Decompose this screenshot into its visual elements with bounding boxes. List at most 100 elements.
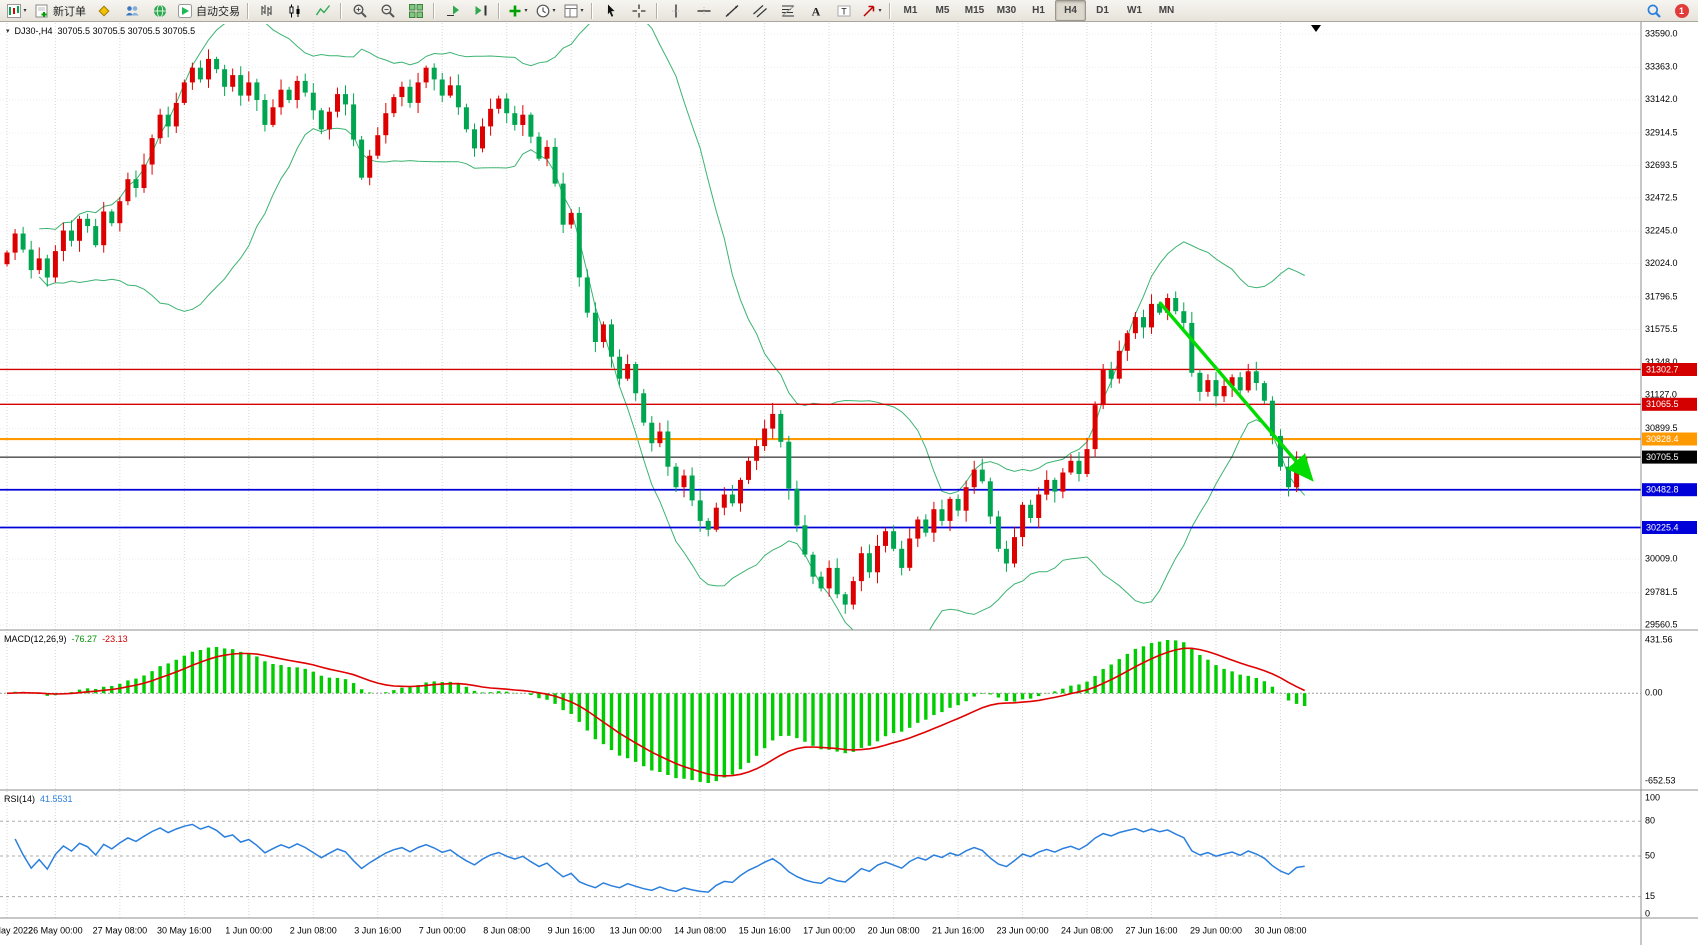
templates-icon xyxy=(563,3,579,19)
horizontal-line-button[interactable] xyxy=(690,0,717,21)
auto-scroll-button[interactable] xyxy=(439,0,466,21)
cursor-icon xyxy=(603,3,619,19)
notifications-button[interactable]: 1 xyxy=(1668,0,1695,21)
time-axis-label: 21 Jun 16:00 xyxy=(932,925,984,935)
symbol-period-label: DJ30-,H4 xyxy=(14,26,53,36)
zoom-out-button[interactable] xyxy=(374,0,401,21)
line-chart-mode-button[interactable] xyxy=(309,0,336,21)
indicators-button[interactable]: ▾ xyxy=(504,0,531,21)
price-chart[interactable]: 33590.0 33363.0 33142.0 32914.5 32693.5 32472… xyxy=(0,22,1698,945)
news-icon xyxy=(152,3,168,19)
timeframe-h4-button[interactable]: H4 xyxy=(1055,0,1086,21)
zoom-out-icon xyxy=(380,3,396,19)
time-axis-label: 13 Jun 00:00 xyxy=(610,925,662,935)
arrows-button[interactable]: ▾ xyxy=(858,0,885,21)
timeframe-m5-button[interactable]: M5 xyxy=(935,5,950,16)
tile-windows-icon xyxy=(408,3,424,19)
zoom-in-button[interactable] xyxy=(346,0,373,21)
chart-menu-icon[interactable]: ▾ xyxy=(6,28,10,35)
tile-windows-button[interactable] xyxy=(402,0,429,21)
auto-trading-icon xyxy=(177,3,193,19)
svg-text:T: T xyxy=(841,6,847,16)
macd-main-value: -76.27 xyxy=(71,634,98,644)
text-button[interactable]: A xyxy=(802,0,829,21)
fibonacci-icon xyxy=(780,3,796,19)
arrows-dropdown-icon[interactable]: ▾ xyxy=(878,8,882,14)
horizontal-lines[interactable] xyxy=(0,368,1641,529)
time-axis-label: 2 Jun 08:00 xyxy=(290,925,337,935)
macd-indicator xyxy=(0,640,1641,783)
chart-shift-icon xyxy=(473,3,489,19)
macd-signal-value: -23.13 xyxy=(102,634,128,644)
time-axis-label: 27 Jun 16:00 xyxy=(1125,925,1177,935)
price-line-badge xyxy=(1642,363,1697,376)
timeframe-m15-button[interactable]: M15 xyxy=(964,5,985,16)
text-label-button[interactable]: T xyxy=(830,0,857,21)
timeframe-d1-button[interactable]: D1 xyxy=(1096,5,1109,16)
new-chart-button[interactable]: ▾ xyxy=(3,0,30,21)
news-button[interactable] xyxy=(146,0,173,21)
periods-dropdown-icon[interactable]: ▾ xyxy=(552,8,556,14)
timeframe-m1-button[interactable]: M1 xyxy=(903,5,918,16)
rsi-label: RSI(14) 41.5531 xyxy=(4,794,73,804)
pane-separators[interactable] xyxy=(0,22,1698,945)
svg-text:A: A xyxy=(811,4,820,18)
timeframe-mn-button[interactable]: MN xyxy=(1158,5,1175,16)
time-axis-label: 29 Jun 00:00 xyxy=(1190,925,1242,935)
svg-text:33590.0: 33590.0 xyxy=(1645,28,1678,38)
auto-trading-button[interactable]: 自动交易 xyxy=(174,0,243,21)
svg-text:30225.4: 30225.4 xyxy=(1646,522,1679,532)
svg-text:33363.0: 33363.0 xyxy=(1645,62,1678,72)
zoom-in-icon xyxy=(352,3,368,19)
time-axis-label: 23 Jun 00:00 xyxy=(997,925,1049,935)
new-chart-dropdown-icon[interactable]: ▾ xyxy=(23,8,27,14)
svg-text:100: 100 xyxy=(1645,792,1660,802)
cursor-button[interactable] xyxy=(597,0,624,21)
rsi-name: RSI(14) xyxy=(4,794,36,804)
svg-text:-652.53: -652.53 xyxy=(1645,775,1676,785)
equidistant-channel-button[interactable] xyxy=(746,0,773,21)
fibonacci-button[interactable] xyxy=(774,0,801,21)
time-axis-label: 1 Jun 00:00 xyxy=(225,925,272,935)
svg-text:31575.5: 31575.5 xyxy=(1645,324,1678,334)
toolbar-separator xyxy=(433,2,435,19)
trendline-button[interactable] xyxy=(718,0,745,21)
time-axis-label: 20 Jun 08:00 xyxy=(868,925,920,935)
svg-text:32914.5: 32914.5 xyxy=(1645,127,1678,137)
toolbar-separator xyxy=(498,2,500,19)
community-button[interactable] xyxy=(118,0,145,21)
search-button[interactable] xyxy=(1640,0,1667,21)
trend-arrow[interactable] xyxy=(1158,301,1314,482)
periods-button[interactable]: ▾ xyxy=(532,0,559,21)
new-order-label: 新订单 xyxy=(53,5,86,18)
candle-chart-mode-button[interactable] xyxy=(281,0,308,21)
mql-market-button[interactable] xyxy=(90,0,117,21)
timeframe-h1-button[interactable]: H1 xyxy=(1032,5,1045,16)
equidistant-channel-icon xyxy=(752,3,768,19)
new-order-button[interactable]: 新订单 xyxy=(31,0,89,21)
indicators-icon xyxy=(507,3,523,19)
macd-name: MACD(12,26,9) xyxy=(4,634,67,644)
time-axis-label: 25 May 2022 xyxy=(0,925,33,935)
svg-text:431.56: 431.56 xyxy=(1645,634,1673,644)
shift-marker[interactable] xyxy=(1311,25,1321,32)
trend-arrow-line[interactable] xyxy=(1158,301,1314,482)
timeframe-w1-button[interactable]: W1 xyxy=(1127,5,1142,16)
crosshair-button[interactable] xyxy=(625,0,652,21)
templates-button[interactable]: ▾ xyxy=(560,0,587,21)
price-axis[interactable]: 33590.0 33363.0 33142.0 32914.5 32693.5 32472… xyxy=(1645,28,1678,918)
macd-label: MACD(12,26,9) -76.27 -23.13 xyxy=(4,634,128,644)
vertical-line-button[interactable] xyxy=(662,0,689,21)
time-axis-label: 7 Jun 00:00 xyxy=(419,925,466,935)
templates-dropdown-icon[interactable]: ▾ xyxy=(580,8,584,14)
auto-trading-label: 自动交易 xyxy=(196,5,240,18)
svg-text:32245.0: 32245.0 xyxy=(1645,226,1678,236)
crosshair-icon xyxy=(631,3,647,19)
timeframe-m30-button[interactable]: M30 xyxy=(996,5,1017,16)
chart-shift-button[interactable] xyxy=(467,0,494,21)
price-line-labels: 31302.7 31065.5 30828.4 30705.5 30482.8 30225… xyxy=(1642,363,1697,534)
indicators-dropdown-icon[interactable]: ▾ xyxy=(524,8,528,14)
bar-chart-mode-button[interactable] xyxy=(253,0,280,21)
svg-text:33142.0: 33142.0 xyxy=(1645,94,1678,104)
